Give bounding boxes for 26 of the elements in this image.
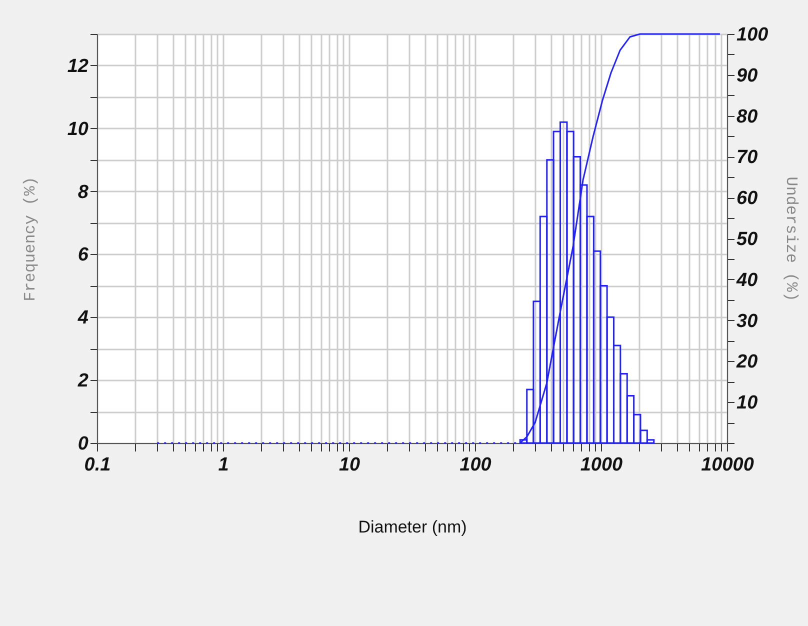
y2-tick-label: 10 — [736, 392, 758, 414]
y2-tick-label: 90 — [736, 65, 758, 86]
x-tick-label: 10 — [338, 454, 360, 476]
y-tick-label: 12 — [67, 56, 89, 77]
y2-tick-label: 60 — [736, 188, 758, 210]
x-tick-label: 0.1 — [84, 454, 111, 476]
y2-tick-label: 100 — [736, 24, 769, 46]
x-tick-label: 100 — [460, 454, 492, 476]
y2-tick-label: 40 — [736, 270, 758, 291]
y2-tick-label: 70 — [736, 147, 758, 168]
y-tick-label: 2 — [76, 370, 89, 392]
x-axis-title: Diameter (nm) — [358, 518, 467, 536]
y2-tick-label: 50 — [736, 229, 758, 250]
y-tick-label: 4 — [76, 308, 89, 329]
x-tick-label: 1 — [218, 454, 229, 476]
x-tick-label: 1000 — [580, 454, 624, 476]
y2-tick-label: 80 — [736, 106, 758, 128]
y-tick-label: 10 — [67, 118, 89, 140]
y-tick-label: 0 — [78, 434, 89, 454]
y2-axis-title: Undersize (%) — [782, 176, 800, 302]
y-axis-title: Frequency (%) — [21, 176, 40, 302]
x-tick-label: 10000 — [701, 454, 754, 476]
y-tick-label: 6 — [78, 244, 89, 266]
y-tick-label: 8 — [78, 182, 89, 203]
y2-tick-label: 20 — [736, 352, 758, 373]
y2-tick-label: 30 — [736, 310, 758, 332]
